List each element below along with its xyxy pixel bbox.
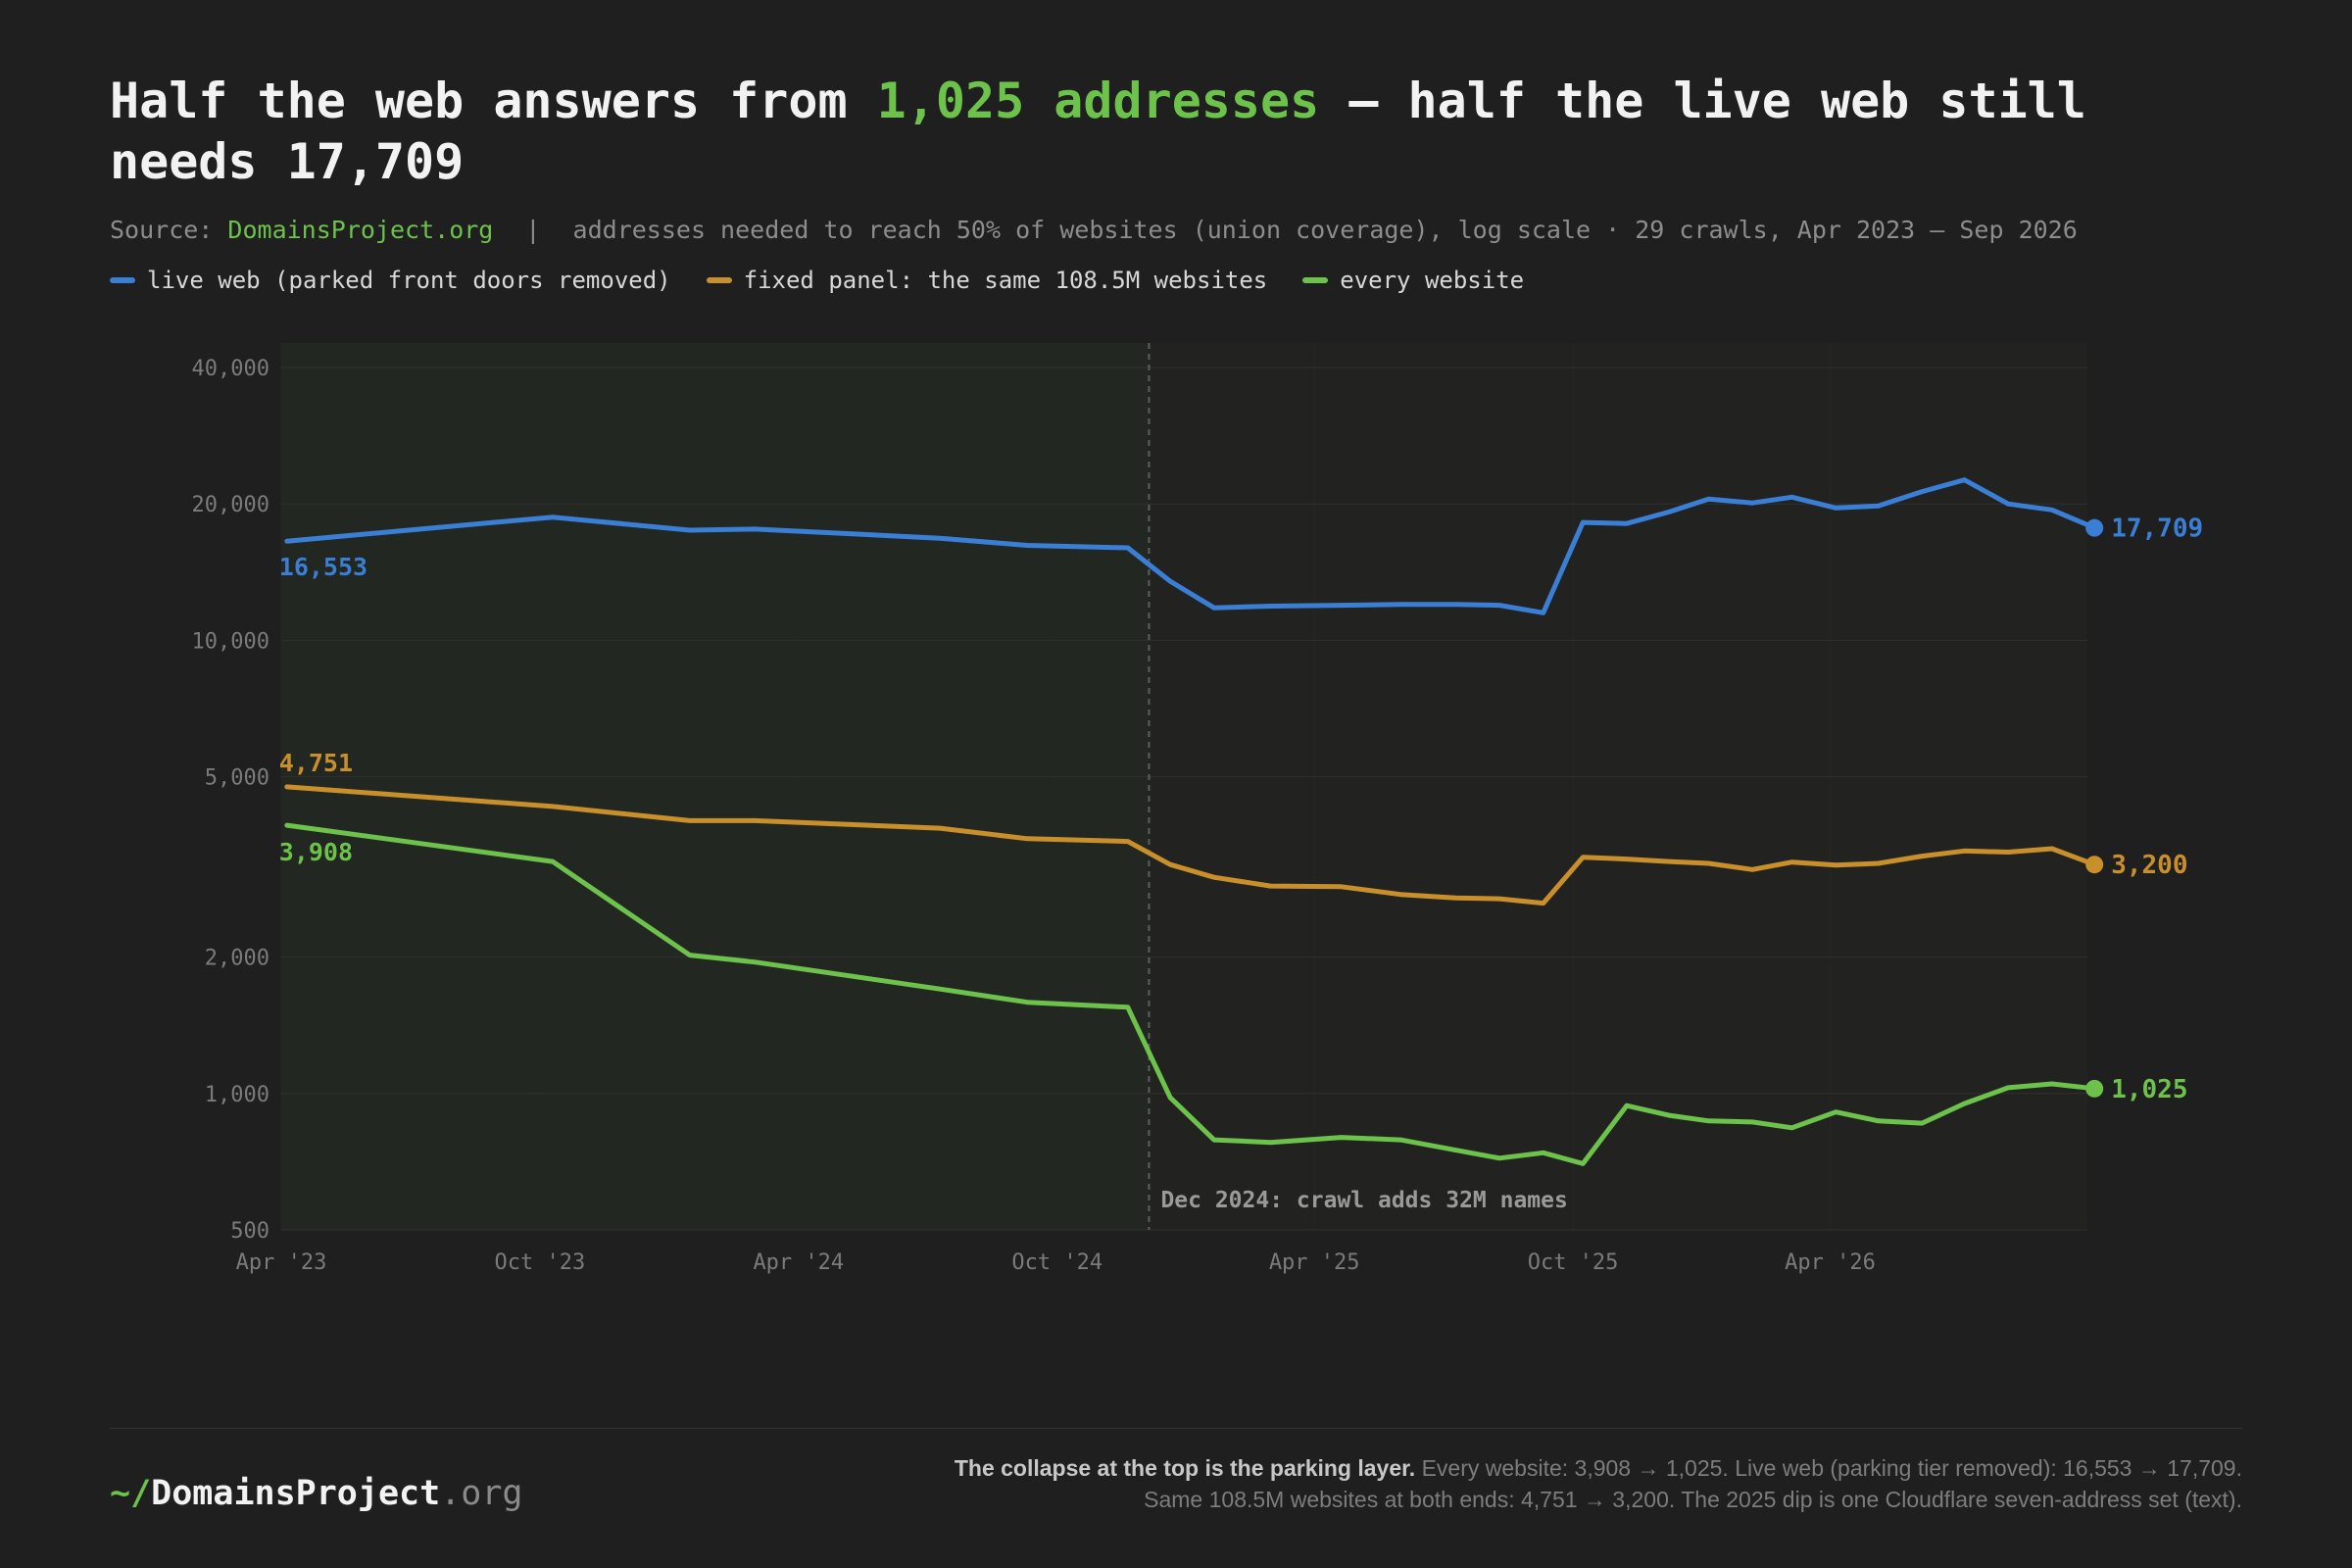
title-highlight: 1,025 addresses	[876, 73, 1320, 129]
series-line	[284, 784, 2097, 906]
legend-item-fixed-panel: fixed panel: the same 108.5M websites	[706, 267, 1268, 294]
footer-note: The collapse at the top is the parking l…	[772, 1452, 2242, 1515]
brand-logo: ~/DomainsProject.org	[110, 1474, 522, 1513]
line-chart: Apr '23 Oct '23 Apr '24 Oct '24 Apr '25 Oct '…	[192, 343, 2203, 1275]
x-tick-label: Oct '23	[495, 1250, 586, 1275]
legend-item-every-website: every website	[1302, 267, 1524, 294]
title-text-1: Half the web answers from	[110, 73, 877, 129]
legend-swatch-fixed-panel	[706, 277, 732, 283]
y-tick-label: 10,000	[192, 629, 270, 654]
y-tick-label: 1,000	[205, 1083, 270, 1107]
footer-note-line-1: The collapse at the top is the parking l…	[772, 1452, 2242, 1484]
y-tick-label: 20,000	[192, 493, 270, 517]
legend: live web (parked front doors removed) fi…	[110, 267, 1524, 294]
series-end-marker	[2085, 856, 2104, 874]
brand-tld: .org	[440, 1474, 523, 1513]
x-tick-label: Oct '24	[1011, 1250, 1102, 1275]
title-text-2: — half the live web still needs 17,709	[110, 73, 2086, 190]
x-tick-label: Apr '26	[1785, 1250, 1876, 1275]
footer-note-line-2: Same 108.5M websites at both ends: 4,751…	[1144, 1487, 2242, 1512]
series-line	[284, 822, 2097, 1166]
series-end-marker	[2085, 518, 2104, 537]
series-start-label: 4,751	[279, 749, 353, 777]
chart-title: Half the web answers from 1,025 addresse…	[110, 71, 2246, 192]
legend-swatch-every-website	[1302, 277, 1329, 283]
footer-note-bold: The collapse at the top is the parking l…	[954, 1455, 1416, 1481]
y-tick-label: 500	[230, 1219, 270, 1244]
footer-note-text-1: Every website: 3,908 → 1,025. Live web (…	[1415, 1455, 2242, 1481]
series-start-label: 3,908	[279, 838, 353, 866]
footer-divider	[110, 1428, 2242, 1429]
pre-change-shading	[281, 343, 1150, 1230]
legend-swatch-live-web	[110, 277, 135, 283]
x-tick-label: Apr '23	[236, 1250, 327, 1275]
x-tick-label: Apr '24	[753, 1250, 844, 1275]
source-description: addresses needed to reach 50% of website…	[572, 216, 2078, 244]
source-link[interactable]: DomainsProject.org	[227, 216, 494, 244]
series-start-label: 16,553	[279, 553, 368, 581]
legend-label-live-web: live web (parked front doors removed)	[147, 267, 671, 294]
brand-name: DomainsProject	[151, 1474, 441, 1513]
series-end-label: 1,025	[2111, 1075, 2187, 1104]
series-end-label: 3,200	[2111, 851, 2187, 880]
source-line: Source: DomainsProject.org | addresses n…	[110, 216, 2078, 244]
annotation-label: Dec 2024: crawl adds 32M names	[1160, 1188, 1567, 1213]
series-end-label: 17,709	[2111, 514, 2203, 544]
legend-label-fixed-panel: fixed panel: the same 108.5M websites	[743, 267, 1268, 294]
x-tick-label: Oct '25	[1528, 1250, 1619, 1275]
y-tick-label: 5,000	[205, 766, 270, 791]
source-separator: |	[525, 216, 541, 244]
brand-tilde: ~/	[110, 1474, 152, 1513]
y-tick-label: 2,000	[205, 947, 270, 971]
series-end-marker	[2085, 1079, 2104, 1098]
legend-item-live-web: live web (parked front doors removed)	[110, 267, 671, 294]
series-line	[284, 477, 2097, 615]
legend-label-every-website: every website	[1340, 267, 1525, 294]
x-tick-label: Apr '25	[1269, 1250, 1360, 1275]
y-tick-label: 40,000	[192, 357, 270, 381]
source-label: Source:	[110, 216, 214, 244]
